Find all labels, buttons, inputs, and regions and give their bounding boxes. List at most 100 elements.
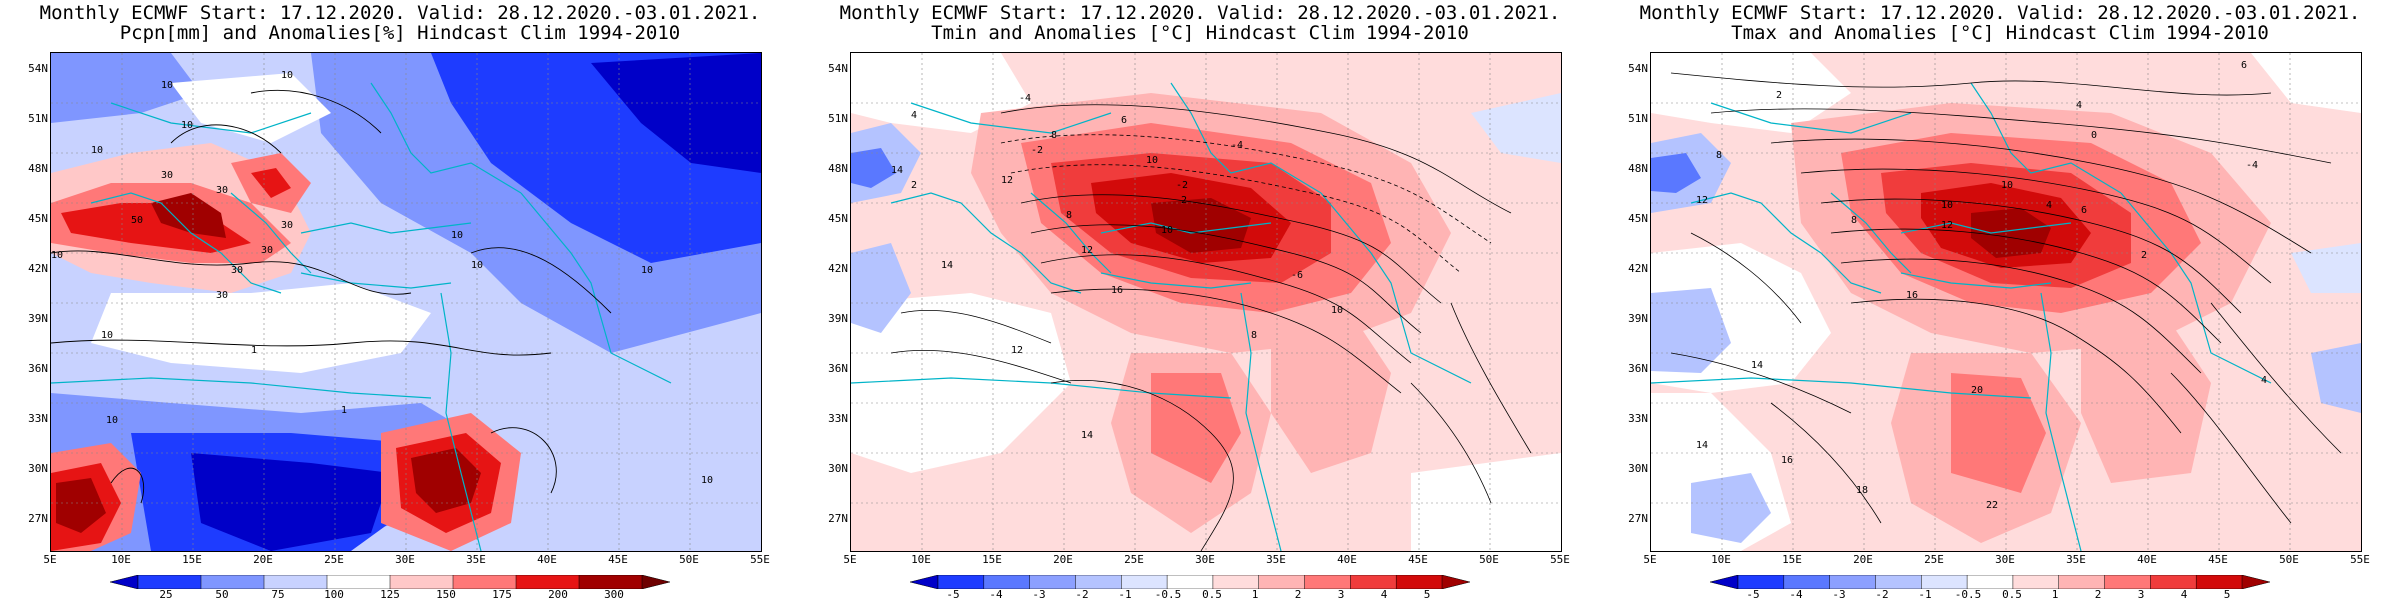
- contour-label: -6: [1291, 270, 1303, 281]
- lon-label: 35E: [1266, 553, 1286, 566]
- colorbar-label: -2: [1875, 588, 1889, 601]
- contour-label: 10: [471, 260, 483, 271]
- contour-label: -4: [1231, 140, 1243, 151]
- contour-label: 10: [1146, 155, 1158, 166]
- tmin-map: -4 2 4 6 8 -2 10 -4 12 14 -2 2 8 10 12 1…: [850, 52, 1562, 552]
- contour-label: 8: [1716, 150, 1722, 161]
- contour-label: 30: [231, 265, 243, 276]
- contour-label: 12: [1081, 245, 1093, 256]
- contour-label: 10: [641, 265, 653, 276]
- lon-label: 55E: [750, 553, 770, 566]
- contour-label: 30: [161, 170, 173, 181]
- contour-label: 8: [1851, 215, 1857, 226]
- lat-label: 27N: [1628, 512, 1648, 525]
- panel-title-line1: Monthly ECMWF Start: 17.12.2020. Valid: …: [1639, 2, 2361, 24]
- contour-label: 10: [181, 120, 193, 131]
- contour-label: 16: [1111, 285, 1123, 296]
- colorbar-swatch: [1829, 575, 1877, 589]
- colorbar-label: -1: [1918, 588, 1932, 601]
- colorbar-swatch: [2012, 575, 2060, 589]
- contour-label: 4: [2076, 100, 2082, 111]
- lon-label: 25E: [1124, 553, 1144, 566]
- lon-label: 10E: [111, 553, 131, 566]
- tmin-anomaly-panel: Monthly ECMWF Start: 17.12.2020. Valid: …: [800, 0, 1600, 601]
- colorbar-swatch: [452, 575, 517, 589]
- lon-label: 50E: [679, 553, 699, 566]
- lon-label: 10E: [911, 553, 931, 566]
- colorbar-label: 150: [436, 588, 456, 601]
- colorbar-swatch: [1783, 575, 1831, 589]
- colorbar-swatch: [2150, 575, 2197, 589]
- contour-label: 10: [281, 70, 293, 81]
- contour-label: 12: [1941, 220, 1953, 231]
- lat-label: 39N: [828, 312, 848, 325]
- colorbar-swatch: [1258, 575, 1306, 589]
- colorbar-swatch: [1166, 575, 1214, 589]
- colorbar-label: 0.5: [2002, 588, 2022, 601]
- contour-label: -4: [2246, 160, 2258, 171]
- lat-label: 33N: [28, 412, 48, 425]
- lat-label: 45N: [1628, 212, 1648, 225]
- lon-label: 30E: [1995, 553, 2015, 566]
- lat-label: 51N: [828, 112, 848, 125]
- colorbar-label: 50: [215, 588, 229, 601]
- colorbar-swatches: [910, 575, 1470, 589]
- contour-label: 2: [911, 180, 917, 191]
- lon-label: 25E: [1924, 553, 1944, 566]
- lon-label: 40E: [2137, 553, 2157, 566]
- colorbar-swatch: [1029, 575, 1077, 589]
- lon-label: 30E: [1195, 553, 1215, 566]
- panel-title-line2: Tmin and Anomalies [°C] Hindcast Clim 19…: [931, 22, 1469, 44]
- precipitation-map: 10 10 10 10 30 30 50 30 30 10 30 10 30 1…: [50, 52, 762, 552]
- colorbar-swatch: [389, 575, 454, 589]
- lat-label: 54N: [828, 62, 848, 75]
- lat-label: 48N: [1628, 162, 1648, 175]
- contour-label: 30: [216, 185, 228, 196]
- contour-label: 10: [91, 145, 103, 156]
- contour-label: 4: [2261, 375, 2267, 386]
- panel-title-line1: Monthly ECMWF Start: 17.12.2020. Valid: …: [39, 2, 761, 24]
- lon-label: 20E: [1053, 553, 1073, 566]
- panel-title-line1: Monthly ECMWF Start: 17.12.2020. Valid: …: [839, 2, 1561, 24]
- contour-label: 14: [941, 260, 953, 271]
- colorbar-swatch: [937, 575, 985, 589]
- contour-label: 10: [106, 415, 118, 426]
- colorbar-swatch: [1441, 575, 1470, 589]
- contour-label: 10: [451, 230, 463, 241]
- lon-label: 50E: [2279, 553, 2299, 566]
- contour-label: 6: [2081, 205, 2087, 216]
- lon-label: 40E: [537, 553, 557, 566]
- lon-label: 55E: [1550, 553, 1570, 566]
- precipitation-colorbar: [110, 575, 670, 589]
- contour-label: 10: [2001, 180, 2013, 191]
- colorbar-swatch: [1921, 575, 1968, 589]
- lat-label: 33N: [828, 412, 848, 425]
- contour-label: 0: [2091, 130, 2097, 141]
- tmax-anomaly-panel: Monthly ECMWF Start: 17.12.2020. Valid: …: [1600, 0, 2400, 601]
- lat-label: 54N: [1628, 62, 1648, 75]
- colorbar-swatch: [1350, 575, 1397, 589]
- contour-label: 10: [1331, 305, 1343, 316]
- colorbar-label: 5: [1423, 588, 1431, 601]
- tmax-map: 2 4 6 0 -4 8 10 12 14 16 4 6 8 10 12 14 …: [1650, 52, 2362, 552]
- contour-label: 10: [1161, 225, 1173, 236]
- lon-label: 5E: [843, 553, 857, 566]
- contour-label: -2: [1031, 145, 1043, 156]
- colorbar-swatch: [1875, 575, 1923, 589]
- colorbar-label: -5: [946, 588, 960, 601]
- lon-label: 15E: [982, 553, 1002, 566]
- colorbar-swatch: [137, 575, 202, 589]
- colorbar-label: -2: [1075, 588, 1089, 601]
- contour-label: 50: [131, 215, 143, 226]
- contour-label: 1: [251, 345, 257, 356]
- lat-label: 48N: [28, 162, 48, 175]
- colorbar-swatch: [1075, 575, 1123, 589]
- colorbar-label: 5: [2223, 588, 2231, 601]
- contour-label: 30: [261, 245, 273, 256]
- lon-label: 25E: [324, 553, 344, 566]
- contour-label: 8: [1251, 330, 1257, 341]
- lon-label: 55E: [2350, 553, 2370, 566]
- colorbar-label: 175: [492, 588, 512, 601]
- lat-label: 39N: [1628, 312, 1648, 325]
- contour-label: -4: [1019, 93, 1031, 104]
